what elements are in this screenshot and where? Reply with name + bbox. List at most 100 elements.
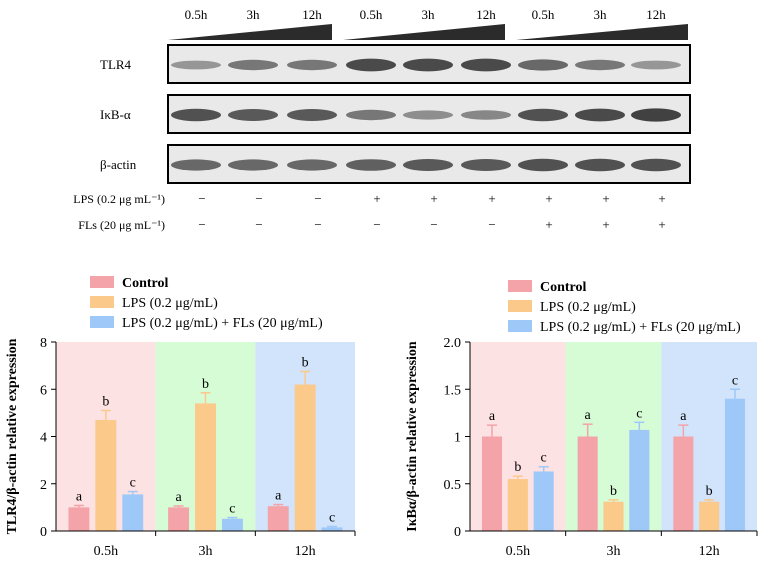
blot-band xyxy=(346,58,396,72)
blot-band xyxy=(287,59,337,71)
bar xyxy=(294,384,316,531)
treatment-mark: + xyxy=(602,191,609,206)
legend-label: Control xyxy=(540,280,587,295)
blot-band xyxy=(403,58,453,72)
blot-band xyxy=(461,110,511,120)
treatment-mark: − xyxy=(198,217,205,232)
treatment-mark: + xyxy=(488,191,495,206)
x-tick-label: 3h xyxy=(199,544,213,559)
x-tick-label: 0.5h xyxy=(94,544,119,559)
legend-swatch xyxy=(508,320,532,332)
blot-band xyxy=(228,59,278,71)
time-label: 3h xyxy=(594,7,608,22)
time-label: 3h xyxy=(422,7,436,22)
treatment-label: FLs (20 μg mL⁻¹) xyxy=(78,218,165,232)
bar xyxy=(673,436,694,531)
significance-letter: c xyxy=(130,476,136,491)
significance-letter: b xyxy=(202,377,209,392)
legend-label: Control xyxy=(122,276,169,291)
y-tick-label: 0 xyxy=(454,525,461,540)
bar xyxy=(699,501,720,531)
time-label: 12h xyxy=(646,7,666,22)
bar xyxy=(577,436,598,531)
blot-band xyxy=(518,158,568,172)
bar xyxy=(724,398,746,531)
treatment-mark: − xyxy=(314,191,321,206)
blot-band xyxy=(228,109,278,121)
x-tick-label: 3h xyxy=(607,544,621,559)
legend-label: LPS (0.2 μg/mL) + FLs (20 μg/mL) xyxy=(540,320,741,335)
significance-letter: c xyxy=(541,451,547,466)
bar xyxy=(195,403,216,531)
significance-letter: a xyxy=(275,489,282,504)
time-label: 12h xyxy=(476,7,496,22)
significance-letter: c xyxy=(329,511,335,526)
time-gradient-wedge xyxy=(516,24,688,40)
significance-letter: c xyxy=(636,406,642,421)
bar xyxy=(321,527,343,531)
time-label: 0.5h xyxy=(185,7,208,22)
treatment-mark: + xyxy=(545,191,552,206)
legend-swatch xyxy=(90,296,114,308)
blot-band xyxy=(346,159,396,171)
time-label: 0.5h xyxy=(532,7,555,22)
blot-band xyxy=(518,59,568,71)
y-tick-label: 2 xyxy=(40,478,47,493)
bar xyxy=(629,429,650,531)
significance-letter: b xyxy=(610,484,617,499)
blot-band xyxy=(518,108,568,122)
legend-swatch xyxy=(90,316,114,328)
blot-band xyxy=(403,110,453,120)
treatment-mark: + xyxy=(545,217,552,232)
blot-band xyxy=(287,109,337,121)
bar xyxy=(221,518,243,531)
time-gradient-wedge xyxy=(168,24,332,40)
bar xyxy=(507,479,528,531)
significance-letter: a xyxy=(175,490,182,505)
time-gradient-wedge xyxy=(343,24,505,40)
significance-letter: b xyxy=(706,484,713,499)
treatment-mark: − xyxy=(255,217,262,232)
bar xyxy=(68,507,90,531)
y-axis-label: TLR4/β-actin relative expression xyxy=(5,338,20,534)
blot-row-label: TLR4 xyxy=(100,57,132,72)
y-tick-label: 1 xyxy=(454,431,461,446)
blot-band xyxy=(403,159,453,171)
significance-letter: a xyxy=(76,489,83,504)
significance-letter: a xyxy=(585,408,592,423)
x-tick-label: 0.5h xyxy=(506,544,531,559)
treatment-mark: − xyxy=(373,217,380,232)
bar xyxy=(533,471,554,531)
western-blot-panel: 0.5h 3h 12h 0.5h 3h 12h 0.5h 3h 12h TLR4 IκB-α β-ac… xyxy=(73,7,691,232)
treatment-mark: − xyxy=(198,191,205,206)
legend-swatch xyxy=(90,276,114,288)
significance-letter: a xyxy=(680,409,687,424)
treatment-mark: + xyxy=(373,191,380,206)
legend-label: LPS (0.2 μg/mL) xyxy=(122,296,218,311)
y-axis-label: IκBα/β-actin relative expression xyxy=(405,341,420,532)
time-label: 12h xyxy=(302,7,322,22)
x-tick-label: 12h xyxy=(699,544,720,559)
y-tick-label: 0.5 xyxy=(444,478,462,493)
bar xyxy=(267,506,289,531)
significance-letter: b xyxy=(302,356,309,371)
y-tick-label: 6 xyxy=(40,383,47,398)
treatment-mark: − xyxy=(488,217,495,232)
significance-letter: c xyxy=(732,373,738,388)
bar xyxy=(122,494,144,531)
y-tick-label: 2.0 xyxy=(444,336,462,351)
blot-band xyxy=(171,159,221,171)
blot-band xyxy=(461,58,511,72)
treatment-mark: + xyxy=(602,217,609,232)
legend-swatch xyxy=(508,300,532,312)
treatment-mark: + xyxy=(658,191,665,206)
blot-row-label: IκB-α xyxy=(100,107,131,122)
significance-letter: b xyxy=(514,460,521,475)
blot-band xyxy=(461,159,511,171)
time-label: 0.5h xyxy=(360,7,383,22)
treatment-mark: − xyxy=(430,217,437,232)
bar xyxy=(168,507,190,531)
blot-band xyxy=(171,60,221,70)
blot-band xyxy=(631,108,681,122)
y-tick-label: 0 xyxy=(40,525,47,540)
